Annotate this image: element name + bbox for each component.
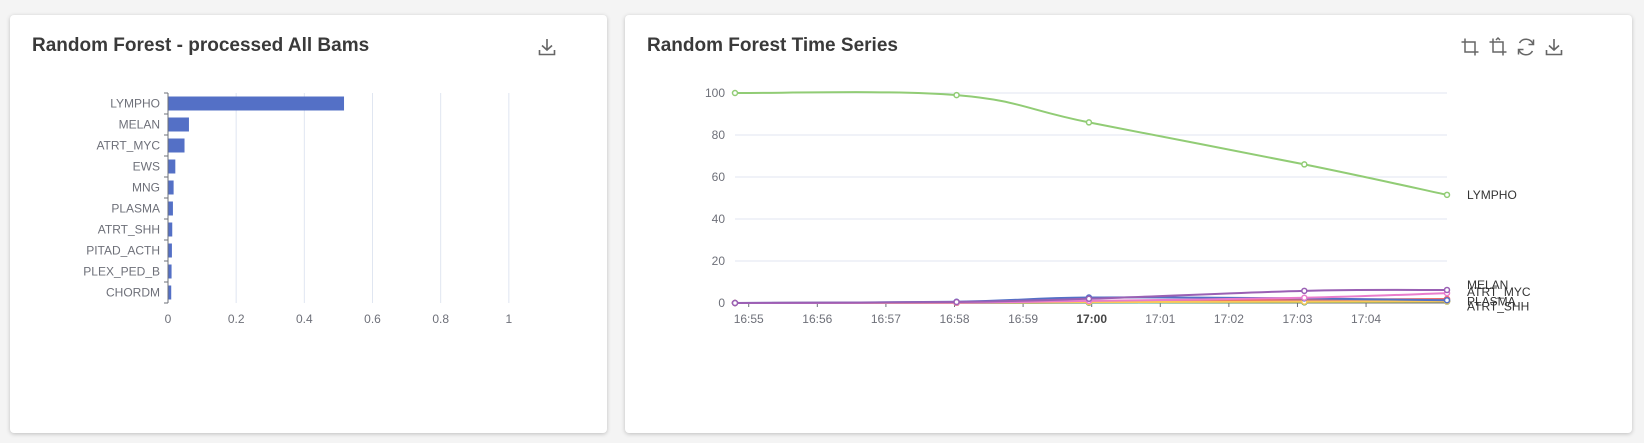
data-point-lympho <box>1301 161 1308 168</box>
x-tick-label: 16:59 <box>1008 312 1038 326</box>
y-category-label: PLEX_PED_B <box>83 265 160 279</box>
download-icon <box>1543 36 1565 58</box>
y-category-label: ATRT_SHH <box>98 223 160 237</box>
refresh-icon <box>1515 36 1537 58</box>
restore-button[interactable] <box>1515 36 1537 58</box>
data-point-melan <box>731 299 739 307</box>
y-category-label: PITAD_ACTH <box>86 244 160 258</box>
x-tick-label: 17:03 <box>1282 312 1312 326</box>
data-point-melan <box>1301 287 1308 295</box>
zoom-reset-button[interactable] <box>1487 36 1509 58</box>
x-tick-label: 17:04 <box>1351 312 1381 326</box>
bar-mng <box>168 180 174 195</box>
bar-melan <box>168 117 189 132</box>
data-point-lympho <box>1443 191 1451 199</box>
bar-ews <box>168 159 176 174</box>
data-point-melan <box>1443 286 1451 294</box>
bar-chordm <box>168 285 172 300</box>
y-category-label: LYMPHO <box>110 97 160 111</box>
download-button[interactable] <box>536 36 558 58</box>
data-point-lympho <box>731 89 739 97</box>
data-point-atrt-myc <box>1301 294 1308 301</box>
zoom-select-button[interactable] <box>1459 36 1481 58</box>
y-tick-label: 0 <box>718 296 725 310</box>
bar-atrt-shh <box>168 222 173 237</box>
bar-chart-card: Random Forest - processed All Bams 0 0.2 0… <box>10 15 607 433</box>
y-tick-label: 100 <box>705 86 725 100</box>
time-series-card: Random Forest Time Series <box>625 15 1632 433</box>
end-label-lympho: LYMPHO <box>1467 188 1517 202</box>
end-label-atrt-myc: ATRT_MYC <box>1467 285 1531 299</box>
x-tick-label: 1 <box>505 312 512 326</box>
data-point-lympho <box>1085 119 1093 126</box>
y-category-label: ATRT_MYC <box>96 139 160 153</box>
bar-atrt-myc <box>168 138 185 153</box>
end-label-atrt-shh: ATRT_SHH <box>1467 299 1529 313</box>
y-category-label: MNG <box>132 181 160 195</box>
x-tick-label: 17:01 <box>1145 312 1175 326</box>
y-tick-label: 20 <box>712 254 726 268</box>
end-label-melan: MELAN <box>1467 278 1508 292</box>
end-label-plasma: PLASMA <box>1467 294 1516 308</box>
time-series-title: Random Forest Time Series <box>647 35 898 56</box>
x-tick-label: 0.2 <box>228 312 245 326</box>
y-category-label: CHORDM <box>106 286 160 300</box>
x-tick-label: 0.6 <box>364 312 381 326</box>
data-point-melan <box>1085 295 1093 303</box>
x-tick-label: 16:57 <box>871 312 901 326</box>
data-point-melan <box>953 298 960 306</box>
x-tick-label: 16:58 <box>939 312 969 326</box>
x-tick-label: 0.4 <box>296 312 313 326</box>
series-line-lympho <box>734 91 1448 196</box>
download-icon <box>536 36 558 58</box>
bar-chart: 0 0.2 0.4 0.6 0.8 1 LYMPHO MELAN ATRT_MYC EWS MNG P… <box>83 92 512 326</box>
x-tick-label: 16:56 <box>802 312 832 326</box>
bar-plasma <box>168 201 173 216</box>
data-point-plasma <box>1443 297 1451 304</box>
x-tick-label: 17:00 <box>1076 312 1107 326</box>
x-tick-label: 16:55 <box>734 312 764 326</box>
x-tick-label: 0 <box>165 312 172 326</box>
bar-pitad-acth <box>168 243 172 258</box>
crop-alt-icon <box>1487 36 1509 58</box>
y-category-label: PLASMA <box>111 202 160 216</box>
y-tick-label: 80 <box>712 128 726 142</box>
data-point-lympho <box>953 91 960 99</box>
x-tick-label: 0.8 <box>432 312 449 326</box>
bar-plex-ped-b <box>168 264 172 279</box>
bar-chart-title: Random Forest - processed All Bams <box>32 35 370 56</box>
time-series-chart: 0 20 40 60 80 100 16:55 16:56 16:57 16:58 16:59 17:… <box>705 86 1531 326</box>
y-tick-label: 40 <box>712 212 726 226</box>
y-category-label: MELAN <box>119 118 160 132</box>
save-image-button[interactable] <box>1543 36 1565 58</box>
bar-lympho <box>168 96 345 111</box>
y-tick-label: 60 <box>712 170 726 184</box>
x-tick-label: 17:02 <box>1214 312 1244 326</box>
y-category-label: EWS <box>133 160 160 174</box>
crop-icon <box>1459 36 1481 58</box>
